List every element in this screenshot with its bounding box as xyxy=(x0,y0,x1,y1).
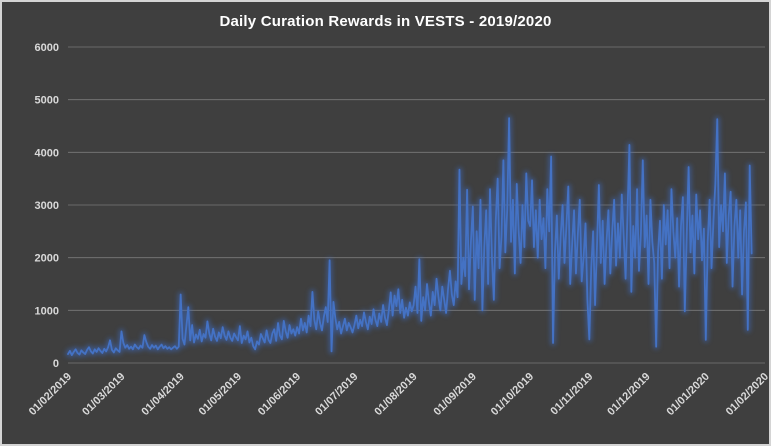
y-axis-label: 4000 xyxy=(35,147,59,159)
x-axis-label: 01/10/2019 xyxy=(489,371,536,418)
y-axis-label: 5000 xyxy=(35,95,59,107)
x-axis-label: 01/11/2019 xyxy=(548,371,595,418)
x-axis-label: 01/07/2019 xyxy=(313,371,360,418)
x-axis-label: 01/05/2019 xyxy=(197,371,244,418)
data-series-group xyxy=(65,115,755,358)
x-axis-label: 01/09/2019 xyxy=(432,371,479,418)
chart-title: Daily Curation Rewards in VESTS - 2019/2… xyxy=(219,13,552,30)
x-axis-label: 01/02/2020 xyxy=(724,371,769,418)
y-axis-label: 0 xyxy=(53,358,59,370)
y-axis-label: 6000 xyxy=(35,42,59,54)
x-axis-label: 01/04/2019 xyxy=(139,371,186,418)
x-axis-label: 01/03/2019 xyxy=(80,371,127,418)
y-axis-label: 1000 xyxy=(35,305,59,317)
x-axis-label: 01/06/2019 xyxy=(256,371,303,418)
x-axis-label: 01/08/2019 xyxy=(372,371,419,418)
x-axis-label: 01/12/2019 xyxy=(605,371,652,418)
x-axis-label: 01/02/2019 xyxy=(27,371,74,418)
y-axis-label: 2000 xyxy=(35,253,59,265)
gridlines-group xyxy=(68,46,765,364)
x-axis-label: 01/01/2020 xyxy=(665,371,712,418)
series-line xyxy=(67,117,753,356)
y-axis-label: 3000 xyxy=(35,200,59,212)
